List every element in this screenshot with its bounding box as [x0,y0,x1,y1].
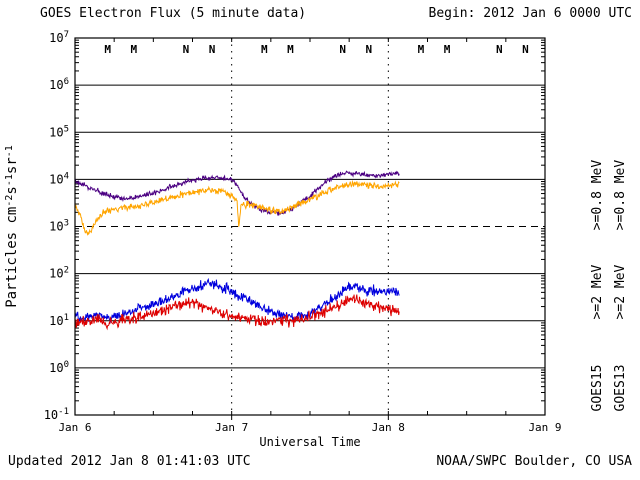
local-time-marker-N: N [365,43,372,56]
x-tick-labels: Jan 6 Jan 7 Jan 8 Jan 9 [58,421,561,434]
right-label-0.8mev: >=0.8 MeV [613,160,628,231]
y-tick-label: 10-1 [44,407,69,422]
y-tick-label: 100 [49,360,69,375]
trace-goes15-ge0.8mev [74,170,400,217]
plot-border [74,37,546,416]
y-axis-label: Particles cm-2s-1sr-1 [4,145,20,308]
x-axis-label: Universal Time [259,435,360,449]
day-boundary-lines [231,38,389,415]
y-tick-label: 103 [49,219,69,234]
right-label-2mev: >=2 MeV [590,264,605,319]
local-time-marker-M: M [287,43,294,56]
y-tick-label: 107 [49,30,69,45]
x-tick-label: Jan 6 [58,421,91,434]
local-time-marker-N: N [496,43,503,56]
right-label-0.8mev: >=0.8 MeV [590,160,605,231]
credit-label: NOAA/SWPC Boulder, CO USA [436,454,632,469]
y-gridlines [75,84,545,369]
chart-title: GOES Electron Flux (5 minute data) [40,6,307,21]
flux-traces [74,170,400,331]
local-time-marker-M: M [418,43,425,56]
x-tick-label: Jan 9 [528,421,561,434]
trace-goes15-ge2mev [74,277,400,324]
right-axis-labels: >=0.8 MeV >=0.8 MeV >=2 MeV >=2 MeV GOES15 GO… [590,160,628,412]
right-label-goes13: GOES13 [613,365,628,412]
y-tick-label: 105 [49,124,69,139]
y-tick-label: 106 [49,77,69,92]
local-time-marker-M: M [261,43,268,56]
y-tick-label: 102 [49,266,69,281]
y-tick-labels: 107 106 105 104 103 102 101 100 10-1 [44,30,69,422]
updated-timestamp: Updated 2012 Jan 8 01:41:03 UTC [8,454,251,469]
trace-goes13-ge2mev [74,294,400,331]
local-time-marker-M: M [130,43,137,56]
right-label-goes15: GOES15 [590,365,605,412]
local-time-marker-N: N [183,43,190,56]
local-time-marker-N: N [339,43,346,56]
begin-time-label: Begin: 2012 Jan 6 0000 UTC [428,6,633,21]
axis-ticks [75,38,545,420]
x-tick-label: Jan 8 [372,421,405,434]
local-time-marker-M: M [104,43,111,56]
y-tick-label: 101 [49,313,69,328]
local-time-marker-N: N [522,43,529,56]
right-label-2mev: >=2 MeV [613,264,628,319]
local-time-marker-N: N [209,43,216,56]
x-tick-label: Jan 7 [215,421,248,434]
y-tick-label: 104 [49,171,69,186]
trace-goes13-ge0.8mev [74,179,400,236]
local-time-marker-M: M [444,43,451,56]
